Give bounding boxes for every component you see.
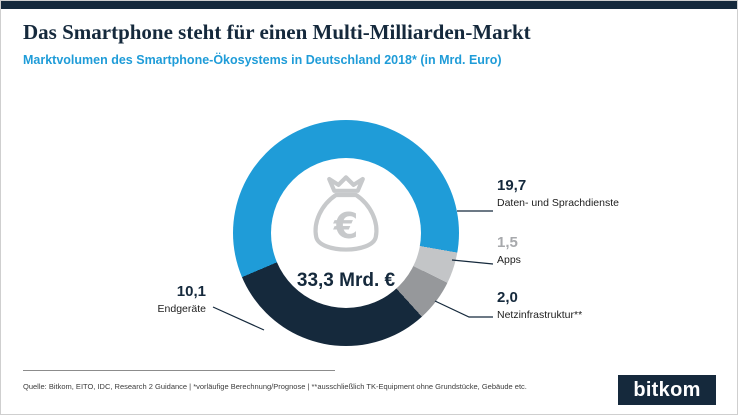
euro-symbol: € [333,206,359,247]
callout-value: 2,0 [497,289,518,306]
callout-label: Daten- und Sprachdienste [497,197,619,209]
callout-label: Netzinfrastruktur** [497,309,583,321]
page-title: Das Smartphone steht für einen Multi-Mil… [23,20,531,44]
callout-apps: 1,5 Apps [497,234,521,268]
footer-divider [23,370,335,371]
donut-hole: € 33,3 Mrd. € [271,158,421,308]
callout-endgeraete: 10,1 Endgeräte [106,283,206,317]
money-bag-euro-icon: € [313,175,379,252]
bitkom-logo: bitkom [618,375,716,405]
callout-label: Apps [497,254,521,266]
callout-value: 19,7 [497,177,527,194]
page-subtitle: Marktvolumen des Smartphone-Ökosystems i… [23,53,502,67]
callout-daten-und-sprachdienste: 19,7 Daten- und Sprachdienste [497,177,619,211]
callout-netzinfrastruktur: 2,0 Netzinfrastruktur** [497,289,582,323]
donut-center-value: 33,3 Mrd. € [296,270,396,291]
bitkom-logo-text: bitkom [633,379,701,401]
donut-chart: € 33,3 Mrd. € [233,120,459,346]
callout-value: 10,1 [176,283,206,300]
callout-value: 1,5 [497,234,518,251]
callout-label: Endgeräte [157,303,206,315]
top-accent-bar [1,1,737,9]
source-note: Quelle: Bitkom, EITO, IDC, Research 2 Gu… [23,382,527,391]
